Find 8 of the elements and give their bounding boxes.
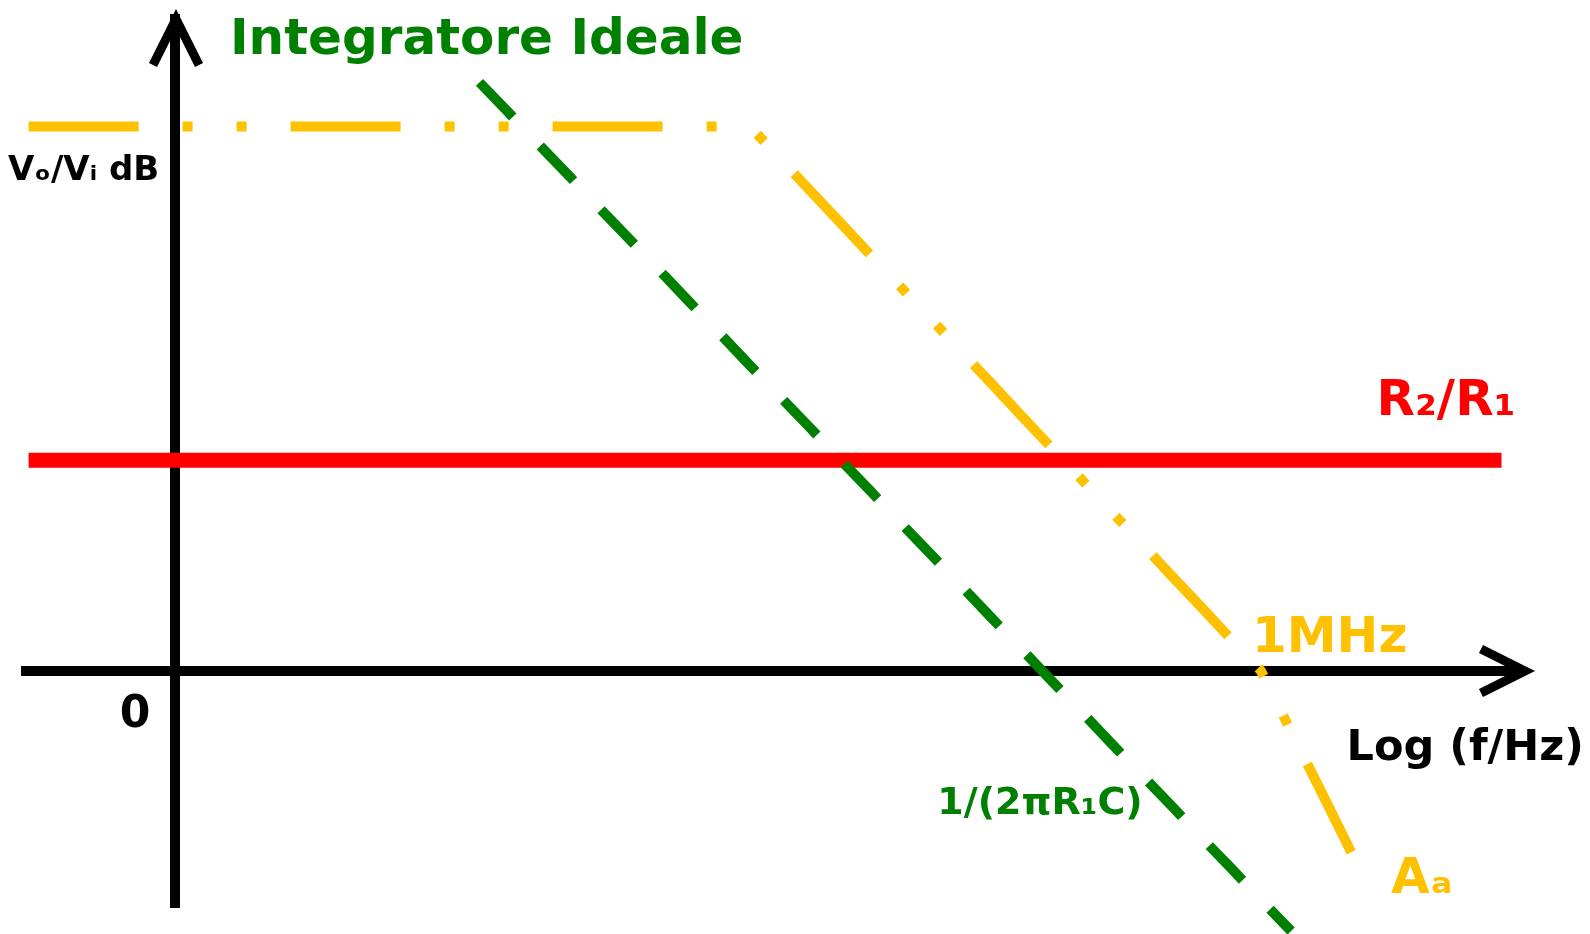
series-label: R₂/R₁ [1376,369,1516,427]
series-label: Aₐ [1391,847,1453,905]
annotation: 1/(2πR₁C) [937,778,1143,823]
y-axis-title: Vₒ/Vᵢ dB [8,148,160,188]
annotation: 0 [119,686,151,737]
x-axis-title: Log (f/Hz) [1346,720,1584,770]
series-label: Integratore Ideale [230,8,744,66]
annotation: 1MHz [1252,606,1408,664]
